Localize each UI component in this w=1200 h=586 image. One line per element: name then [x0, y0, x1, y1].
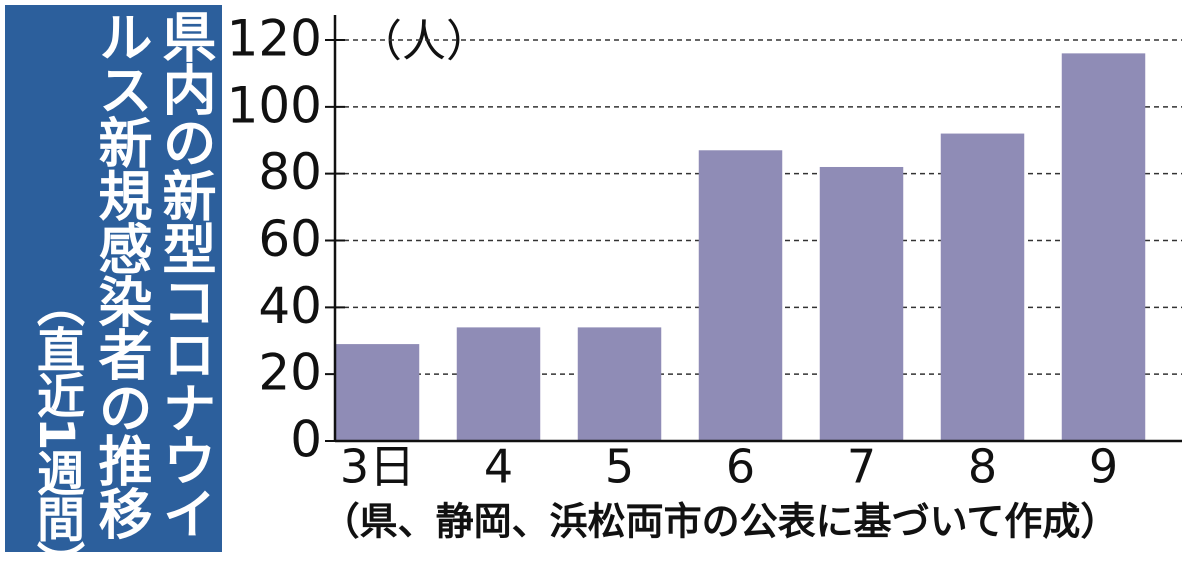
- x-tick-label: 7: [847, 440, 876, 494]
- y-axis-label: （人）: [358, 16, 490, 67]
- chart-title: ルス新規感染者の推移: [89, 9, 152, 539]
- bar: [698, 150, 783, 441]
- x-tick-label: 4: [484, 440, 513, 494]
- y-tick-label: 20: [258, 344, 322, 402]
- x-tick-label: 3日: [340, 440, 415, 494]
- y-tick-label: 120: [227, 10, 322, 68]
- x-tick-label: 5: [605, 440, 634, 494]
- chart: （人） （県、静岡、浜松両市の公表に基づいて作成） 0 20 40 60 80 100 12…: [227, 10, 1182, 544]
- bar: [456, 327, 541, 441]
- y-tick-label: 80: [258, 143, 322, 201]
- bar: [819, 166, 904, 441]
- bar: [1061, 53, 1146, 441]
- bar: [577, 327, 662, 441]
- title-box: 県内の新型コロナウイ ルス新規感染者の推移 （直近1週間）: [5, 5, 222, 586]
- bar: [335, 344, 420, 441]
- y-tick-label: 40: [258, 277, 322, 335]
- chart-subtitle: （直近1週間）: [28, 279, 84, 586]
- x-tick-label: 6: [726, 440, 755, 494]
- y-tick-label: 100: [227, 76, 322, 134]
- x-tick-label: 9: [1089, 440, 1118, 494]
- page: {"chart_data": {"type": "bar", "title": …: [5, 5, 1182, 586]
- bar: [940, 133, 1025, 442]
- chart-title: 県内の新型コロナウイ: [153, 9, 216, 539]
- y-tick-label: 60: [258, 210, 322, 268]
- source-note: （県、静岡、浜松両市の公表に基づいて作成）: [322, 500, 1119, 544]
- y-tick-label: 0: [290, 411, 322, 469]
- x-tick-label: 8: [968, 440, 997, 494]
